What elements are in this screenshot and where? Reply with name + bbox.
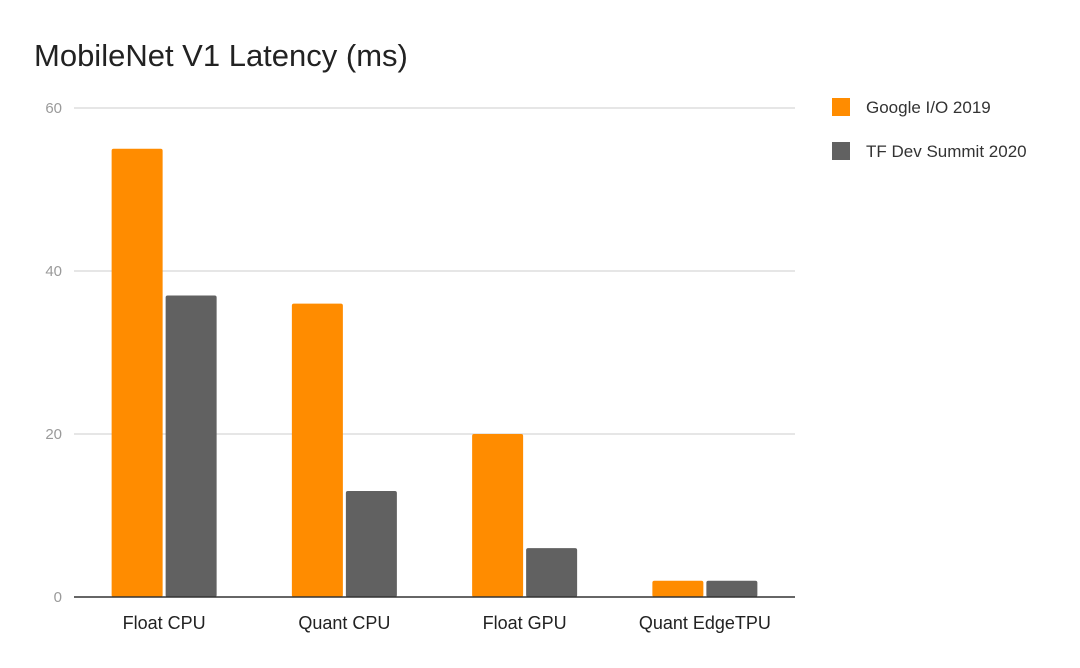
x-tick-label-float-gpu: Float GPU bbox=[483, 613, 567, 633]
x-tick-label-quant-cpu: Quant CPU bbox=[298, 613, 390, 633]
x-axis-ticks: Float CPU Quant CPU Float GPU Quant EdgeTPU bbox=[123, 613, 771, 633]
legend-label-tf-dev-summit-2020: TF Dev Summit 2020 bbox=[866, 142, 1027, 161]
y-tick-label-20: 20 bbox=[45, 426, 62, 443]
y-tick-label-0: 0 bbox=[54, 589, 62, 606]
bar-google-i-o-2019-float-cpu bbox=[111, 148, 163, 597]
bar-tf-dev-summit-2020-float-cpu bbox=[165, 295, 217, 597]
x-tick-label-float-cpu: Float CPU bbox=[123, 613, 206, 633]
bars bbox=[111, 148, 758, 597]
legend: Google I/O 2019 TF Dev Summit 2020 bbox=[832, 98, 1027, 161]
y-axis-ticks: 0 20 40 60 bbox=[45, 100, 62, 606]
legend-swatch-tf-dev-summit-2020 bbox=[832, 142, 850, 160]
chart-title: MobileNet V1 Latency (ms) bbox=[34, 38, 408, 73]
x-tick-label-quant-edgetpu: Quant EdgeTPU bbox=[639, 613, 771, 633]
legend-label-google-io-2019: Google I/O 2019 bbox=[866, 98, 991, 117]
bar-tf-dev-summit-2020-quant-cpu bbox=[345, 491, 397, 597]
y-tick-label-40: 40 bbox=[45, 263, 62, 280]
bar-google-i-o-2019-float-gpu bbox=[472, 434, 524, 597]
bar-google-i-o-2019-quant-edgetpu bbox=[652, 580, 704, 597]
y-tick-label-60: 60 bbox=[45, 100, 62, 117]
legend-swatch-google-io-2019 bbox=[832, 98, 850, 116]
bar-tf-dev-summit-2020-quant-edgetpu bbox=[706, 580, 758, 597]
bar-google-i-o-2019-quant-cpu bbox=[291, 303, 343, 597]
bar-tf-dev-summit-2020-float-gpu bbox=[526, 548, 578, 597]
